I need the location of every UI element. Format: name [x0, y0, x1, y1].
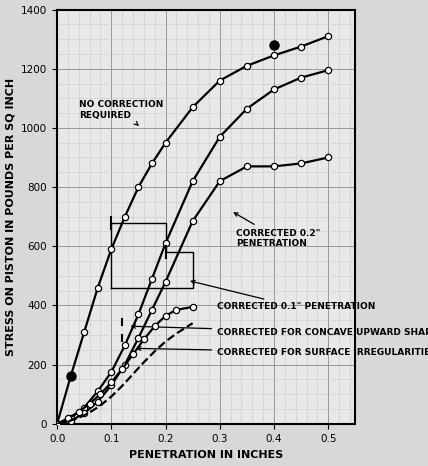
Text: CORRECTED 0.1" PENETRATION: CORRECTED 0.1" PENETRATION — [191, 281, 375, 311]
Text: CORRECTED FOR CONCAVE UPWARD SHAPE: CORRECTED FOR CONCAVE UPWARD SHAPE — [132, 324, 428, 336]
X-axis label: PENETRATION IN INCHES: PENETRATION IN INCHES — [129, 451, 283, 460]
Y-axis label: STRESS ON PISTON IN POUNDS PER SQ INCH: STRESS ON PISTON IN POUNDS PER SQ INCH — [6, 78, 15, 356]
Text: CORRECTED 0.2"
PENETRATION: CORRECTED 0.2" PENETRATION — [234, 213, 321, 248]
Text: CORRECTED FOR SURFACE IRREGULARITIES: CORRECTED FOR SURFACE IRREGULARITIES — [137, 347, 428, 356]
Text: NO CORRECTION
REQUIRED: NO CORRECTION REQUIRED — [79, 101, 163, 125]
